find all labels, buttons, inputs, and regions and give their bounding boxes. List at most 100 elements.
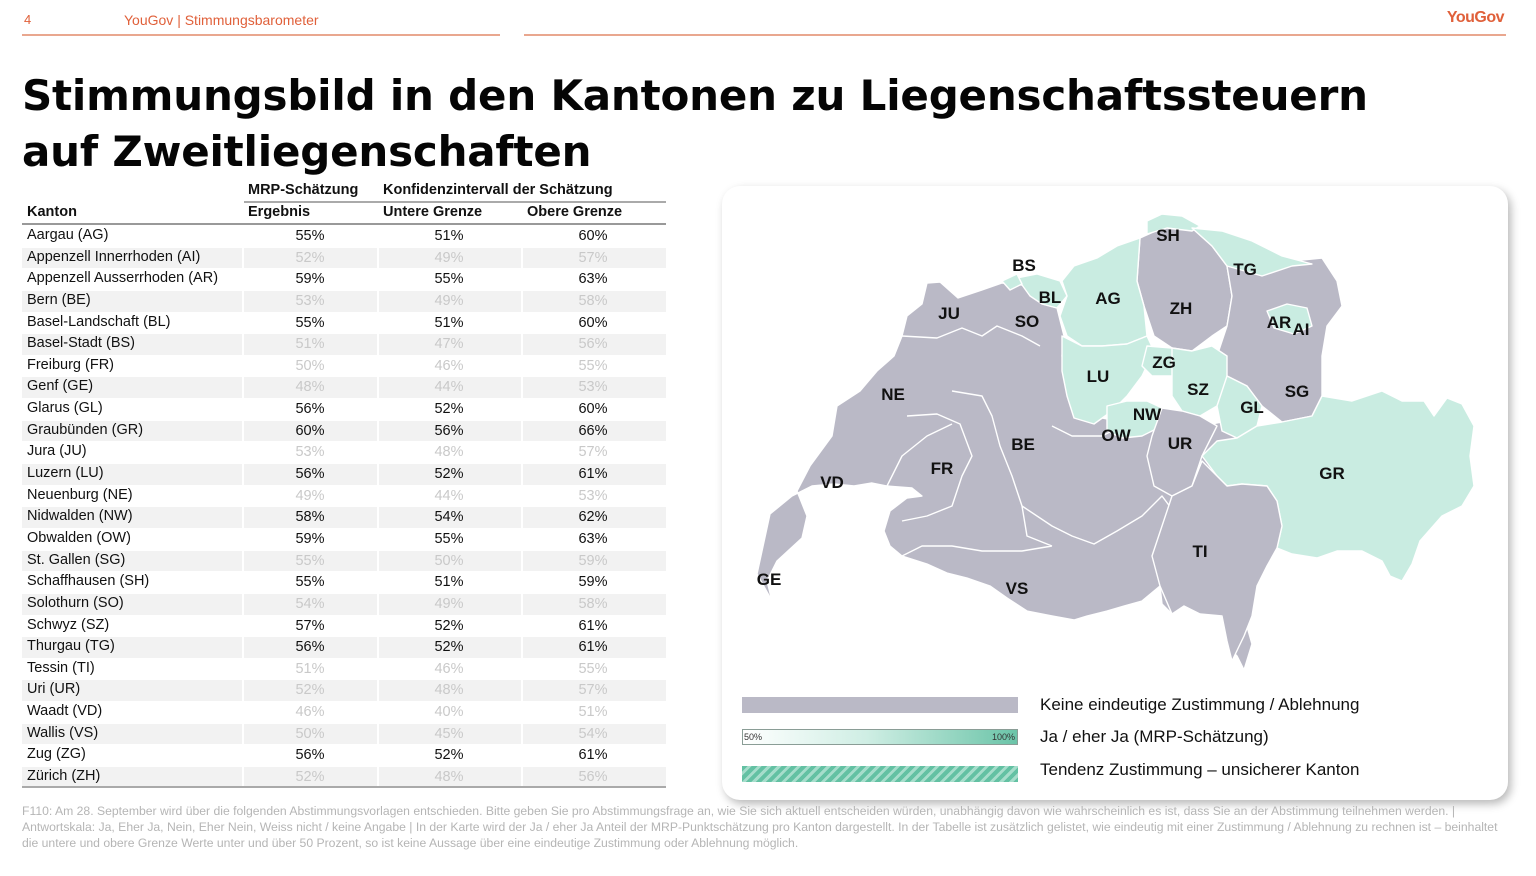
table-row: Appenzell Innerrhoden (AI) 52% 49% 57%: [22, 247, 666, 270]
cell-untere-grenze: 45%: [434, 725, 464, 742]
cell-obere-grenze: 57%: [578, 249, 608, 266]
group-header-confidence: Konfidenzintervall der Schätzung: [383, 182, 613, 198]
table-row: Freiburg (FR) 50% 46% 55%: [22, 356, 666, 378]
row-separator: [22, 506, 666, 508]
cell-untere-grenze: 46%: [434, 660, 464, 677]
row-separator: [22, 787, 666, 789]
table-row: Solothurn (SO) 54% 49% 58%: [22, 593, 666, 616]
cell-ergebnis: 55%: [295, 552, 325, 569]
cell-untere-grenze: 52%: [434, 747, 464, 764]
table-row: Tessin (TI) 51% 46% 55%: [22, 659, 666, 681]
col-header-obere: Obere Grenze: [527, 204, 623, 220]
row-separator: [22, 376, 666, 378]
row-separator: [22, 679, 666, 681]
yougov-logo: YouGov: [1446, 9, 1505, 26]
cell-untere-grenze: 55%: [434, 530, 464, 547]
table-body: Aargau (AG) 55% 51% 60% Appenzell Innerrhode…: [22, 226, 666, 789]
cell-untere-grenze: 50%: [434, 552, 464, 569]
header-divider-right: [524, 34, 1506, 36]
map-label-NW: NW: [1133, 405, 1162, 424]
cell-kanton: Bern (BE): [27, 291, 91, 308]
header-bottom-rule: [22, 223, 666, 225]
map-label-BS: BS: [1012, 256, 1036, 275]
cell-obere-grenze: 54%: [578, 725, 608, 742]
map-label-TI: TI: [1192, 542, 1207, 561]
table-row: Zug (ZG) 56% 52% 61%: [22, 745, 666, 768]
map-label-VS: VS: [1006, 579, 1029, 598]
map-label-ZG: ZG: [1152, 353, 1176, 372]
cell-ergebnis: 56%: [295, 747, 325, 764]
cell-untere-grenze: 55%: [434, 271, 464, 288]
cell-obere-grenze: 53%: [578, 379, 608, 396]
row-separator: [22, 657, 666, 659]
table-row: Nidwalden (NW) 58% 54% 62%: [22, 507, 666, 529]
cell-untere-grenze: 48%: [434, 444, 464, 461]
cell-kanton: Genf (GE): [27, 378, 94, 395]
group-header-rule: [244, 201, 666, 203]
map-label-AR: AR: [1267, 313, 1292, 332]
cell-obere-grenze: 66%: [578, 422, 608, 439]
cell-ergebnis: 51%: [295, 336, 325, 353]
row-separator: [22, 354, 666, 356]
cell-untere-grenze: 52%: [434, 401, 464, 418]
cell-untere-grenze: 44%: [434, 487, 464, 504]
cell-ergebnis: 52%: [295, 249, 325, 266]
header-divider-left: [22, 34, 500, 36]
col-divider: [242, 226, 244, 788]
table-row: Graubünden (GR) 60% 56% 66%: [22, 420, 666, 443]
cell-ergebnis: 55%: [295, 228, 325, 244]
map-label-SH: SH: [1156, 226, 1180, 245]
row-separator: [22, 527, 666, 529]
cell-untere-grenze: 40%: [434, 704, 464, 721]
row-separator: [22, 549, 666, 551]
map-label-LU: LU: [1087, 367, 1110, 386]
cell-kanton: Obwalden (OW): [27, 529, 131, 546]
cell-kanton: Jura (JU): [27, 443, 87, 460]
cell-ergebnis: 53%: [295, 292, 325, 309]
cell-kanton: Luzern (LU): [27, 465, 104, 482]
cell-untere-grenze: 51%: [434, 228, 464, 244]
cell-obere-grenze: 55%: [578, 660, 608, 677]
cell-ergebnis: 53%: [295, 444, 325, 461]
cell-ergebnis: 50%: [295, 357, 325, 374]
table-bottom-rule: [22, 786, 666, 788]
cell-obere-grenze: 56%: [578, 769, 608, 786]
cell-ergebnis: 57%: [295, 617, 325, 634]
cell-ergebnis: 49%: [295, 487, 325, 504]
map-label-BE: BE: [1011, 435, 1035, 454]
cell-obere-grenze: 55%: [578, 357, 608, 374]
table-row: Zürich (ZH) 52% 48% 56%: [22, 767, 666, 789]
switzerland-map: SH BS TG BL AG ZH JU SO AR AI ZG LU SZ N…: [756, 213, 1475, 671]
cell-ergebnis: 52%: [295, 682, 325, 699]
header-title: YouGov | Stimmungsbarometer: [124, 12, 319, 28]
cell-untere-grenze: 52%: [434, 466, 464, 483]
table-row: Basel-Landschaft (BL) 55% 51% 60%: [22, 313, 666, 335]
cell-ergebnis: 56%: [295, 401, 325, 418]
cell-kanton: Basel-Landschaft (BL): [27, 313, 171, 330]
map-panel: SH BS TG BL AG ZH JU SO AR AI ZG LU SZ N…: [722, 186, 1508, 800]
cell-obere-grenze: 61%: [578, 617, 608, 634]
col-header-ergebnis: Ergebnis: [248, 204, 311, 220]
cell-untere-grenze: 47%: [434, 336, 464, 353]
cell-obere-grenze: 58%: [578, 292, 608, 309]
map-label-NE: NE: [881, 385, 905, 404]
cell-untere-grenze: 48%: [434, 682, 464, 699]
cell-obere-grenze: 60%: [578, 228, 608, 244]
cell-kanton: Aargau (AG): [27, 227, 109, 243]
cell-ergebnis: 46%: [295, 704, 325, 721]
cell-untere-grenze: 44%: [434, 379, 464, 396]
cell-obere-grenze: 58%: [578, 595, 608, 612]
canton-shape-TI: [1151, 460, 1283, 662]
cell-kanton: Appenzell Ausserrhoden (AR): [27, 270, 219, 287]
cell-kanton: Wallis (VS): [27, 724, 99, 741]
cell-ergebnis: 55%: [295, 574, 325, 591]
cell-ergebnis: 48%: [295, 379, 325, 396]
map-label-GE: GE: [757, 570, 782, 589]
row-separator: [22, 268, 666, 270]
table-row: Appenzell Ausserrhoden (AR) 59% 55% 63%: [22, 269, 666, 291]
cell-obere-grenze: 63%: [578, 271, 608, 288]
table-row: St. Gallen (SG) 55% 50% 59%: [22, 550, 666, 573]
table-row: Waadt (VD) 46% 40% 51%: [22, 702, 666, 724]
cell-obere-grenze: 61%: [578, 639, 608, 656]
map-label-OW: OW: [1101, 426, 1131, 445]
